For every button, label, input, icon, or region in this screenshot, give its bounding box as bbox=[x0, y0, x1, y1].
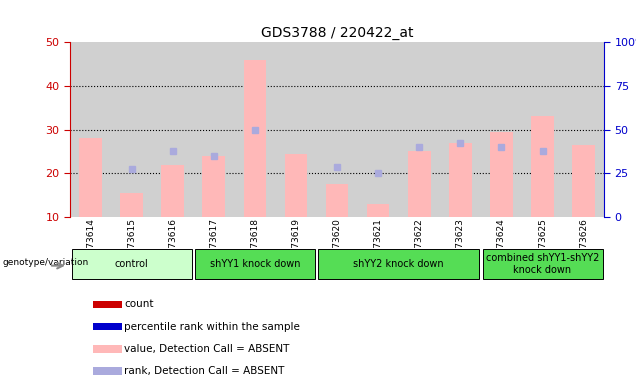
Text: value, Detection Call = ABSENT: value, Detection Call = ABSENT bbox=[125, 344, 290, 354]
Bar bbox=[285, 154, 307, 217]
Bar bbox=[93, 367, 122, 375]
Bar bbox=[244, 60, 266, 217]
Bar bbox=[531, 116, 554, 217]
Text: shYY1 knock down: shYY1 knock down bbox=[210, 259, 300, 269]
Bar bbox=[152, 42, 193, 217]
Bar bbox=[563, 42, 604, 217]
FancyBboxPatch shape bbox=[483, 249, 602, 279]
FancyBboxPatch shape bbox=[318, 249, 480, 279]
Bar bbox=[367, 204, 389, 217]
Bar bbox=[490, 132, 513, 217]
Bar bbox=[93, 345, 122, 353]
Bar bbox=[80, 138, 102, 217]
Bar bbox=[93, 323, 122, 330]
Bar bbox=[162, 165, 184, 217]
Bar bbox=[481, 42, 522, 217]
Bar bbox=[93, 301, 122, 308]
Text: control: control bbox=[114, 259, 148, 269]
FancyBboxPatch shape bbox=[72, 249, 191, 279]
Bar bbox=[408, 151, 431, 217]
Bar bbox=[193, 42, 234, 217]
Bar bbox=[70, 42, 111, 217]
Text: shYY2 knock down: shYY2 knock down bbox=[354, 259, 444, 269]
Bar bbox=[440, 42, 481, 217]
Text: rank, Detection Call = ABSENT: rank, Detection Call = ABSENT bbox=[125, 366, 285, 376]
Bar bbox=[202, 156, 225, 217]
Title: GDS3788 / 220422_at: GDS3788 / 220422_at bbox=[261, 26, 413, 40]
Bar bbox=[399, 42, 440, 217]
Text: genotype/variation: genotype/variation bbox=[2, 258, 88, 267]
Bar bbox=[449, 143, 472, 217]
Bar bbox=[522, 42, 563, 217]
Bar bbox=[120, 193, 143, 217]
Text: percentile rank within the sample: percentile rank within the sample bbox=[125, 321, 300, 332]
Text: combined shYY1-shYY2
knock down: combined shYY1-shYY2 knock down bbox=[486, 253, 599, 275]
Bar bbox=[572, 145, 595, 217]
FancyBboxPatch shape bbox=[195, 249, 315, 279]
Text: count: count bbox=[125, 300, 154, 310]
Bar bbox=[357, 42, 399, 217]
Bar bbox=[317, 42, 357, 217]
Bar bbox=[111, 42, 152, 217]
Bar bbox=[326, 184, 349, 217]
Bar bbox=[234, 42, 275, 217]
Bar bbox=[275, 42, 317, 217]
